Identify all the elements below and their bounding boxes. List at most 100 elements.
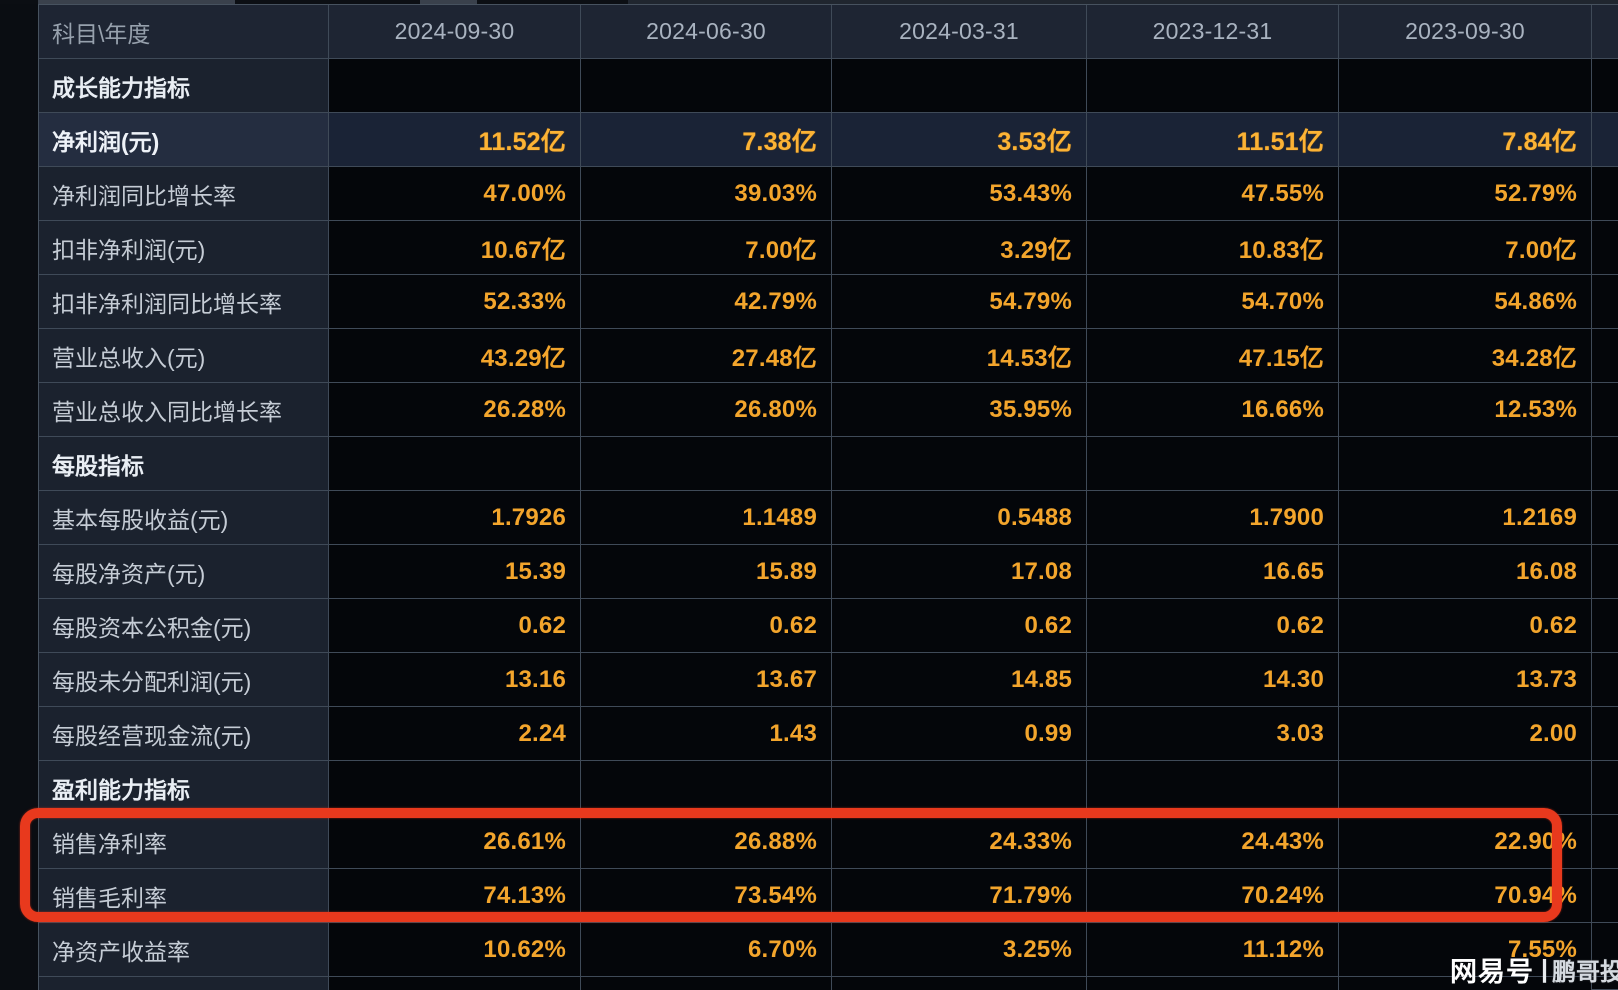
net-asset-per-share-value: 16.65	[1087, 545, 1339, 599]
table-body: 成长能力指标 净利润(元) 11.52亿 7.38亿 3.53亿 11.51亿 7.84亿净…	[39, 59, 1618, 977]
total-revenue-value: 47.15亿	[1087, 329, 1339, 383]
net-profit-value: 3.53亿	[832, 113, 1087, 167]
non-gaap-net-profit-value: 3.29亿	[832, 221, 1087, 275]
cutoff-column-cell	[1592, 221, 1618, 275]
total-revenue-yoy-label: 营业总收入同比增长率	[39, 383, 329, 437]
eps-basic-value: 0.5488	[832, 491, 1087, 545]
net-profit-value: 11.51亿	[1087, 113, 1339, 167]
cutoff-row-strip	[0, 0, 1618, 4]
table-header-row: 科目\年度 2024-09-30 2024-06-30 2024-03-31 2…	[39, 5, 1618, 59]
roe-row: 净资产收益率 10.62% 6.70% 3.25% 11.12% 7.55%	[39, 923, 1618, 977]
section-profitability-value	[1339, 761, 1592, 815]
cutoff-column-cell	[1592, 653, 1618, 707]
cutoff-column-cell	[1592, 383, 1618, 437]
net-profit-value: 7.84亿	[1339, 113, 1592, 167]
cutoff-column-cell	[1592, 275, 1618, 329]
retained-profit-per-share-label: 每股未分配利润(元)	[39, 653, 329, 707]
section-growth-value	[581, 59, 832, 113]
roe-value: 11.12%	[1087, 923, 1339, 977]
cutoff-column-cell	[1592, 113, 1618, 167]
header-date: 2024-06-30	[581, 5, 832, 59]
roe-label: 净资产收益率	[39, 923, 329, 977]
cutoff-column-cell	[1592, 59, 1618, 113]
section-growth-value	[832, 59, 1087, 113]
net-profit-yoy-value: 39.03%	[581, 167, 832, 221]
total-revenue-value: 14.53亿	[832, 329, 1087, 383]
strip-segment	[38, 0, 235, 4]
cutoff-column-cell	[1592, 545, 1618, 599]
strip-segment	[477, 0, 628, 4]
total-revenue-row: 营业总收入(元) 43.29亿 27.48亿 14.53亿 47.15亿 34.28亿	[39, 329, 1618, 383]
section-growth-row: 成长能力指标	[39, 59, 1618, 113]
cutoff-column-cell	[1592, 329, 1618, 383]
cutoff-column-cell	[1592, 599, 1618, 653]
capital-reserve-per-share-label: 每股资本公积金(元)	[39, 599, 329, 653]
section-per-share-value	[329, 437, 581, 491]
net-profit-row: 净利润(元) 11.52亿 7.38亿 3.53亿 11.51亿 7.84亿	[39, 113, 1618, 167]
net-profit-yoy-value: 47.55%	[1087, 167, 1339, 221]
cutoff-column-cell	[1592, 491, 1618, 545]
section-per-share-value	[581, 437, 832, 491]
cutoff-column-cell	[1592, 761, 1618, 815]
capital-reserve-per-share-value: 0.62	[832, 599, 1087, 653]
non-gaap-net-profit-yoy-value: 54.70%	[1087, 275, 1339, 329]
eps-basic-row: 基本每股收益(元) 1.7926 1.1489 0.5488 1.7900 1.2169	[39, 491, 1618, 545]
cutoff-column-cell	[1592, 437, 1618, 491]
financial-table: 科目\年度 2024-09-30 2024-06-30 2024-03-31 2…	[38, 4, 1618, 990]
gross-profit-margin-value: 70.94%	[1339, 869, 1592, 923]
section-per-share-label: 每股指标	[39, 437, 329, 491]
capital-reserve-per-share-value: 0.62	[1339, 599, 1592, 653]
total-revenue-yoy-row: 营业总收入同比增长率 26.28% 26.80% 35.95% 16.66% 12.53%	[39, 383, 1618, 437]
net-asset-per-share-label: 每股净资产(元)	[39, 545, 329, 599]
net-profit-value: 7.38亿	[581, 113, 832, 167]
op-cashflow-per-share-label: 每股经营现金流(元)	[39, 707, 329, 761]
watermark-separator: |	[1541, 955, 1548, 983]
net-profit-margin-value: 24.43%	[1087, 815, 1339, 869]
non-gaap-net-profit-yoy-value: 42.79%	[581, 275, 832, 329]
cutoff-column-cell	[1592, 815, 1618, 869]
net-profit-margin-label: 销售净利率	[39, 815, 329, 869]
retained-profit-per-share-value: 14.85	[832, 653, 1087, 707]
strip-segment	[420, 0, 477, 4]
non-gaap-net-profit-value: 7.00亿	[581, 221, 832, 275]
non-gaap-net-profit-yoy-value: 54.86%	[1339, 275, 1592, 329]
cutoff-column-cell	[1592, 167, 1618, 221]
op-cashflow-per-share-value: 2.24	[329, 707, 581, 761]
net-profit-yoy-value: 53.43%	[832, 167, 1087, 221]
non-gaap-net-profit-yoy-row: 扣非净利润同比增长率 52.33% 42.79% 54.79% 54.70% 54.86%	[39, 275, 1618, 329]
capital-reserve-per-share-value: 0.62	[1087, 599, 1339, 653]
non-gaap-net-profit-yoy-value: 54.79%	[832, 275, 1087, 329]
section-per-share-value	[1087, 437, 1339, 491]
section-growth-label: 成长能力指标	[39, 59, 329, 113]
roe-value: 3.25%	[832, 923, 1087, 977]
capital-reserve-per-share-value: 0.62	[329, 599, 581, 653]
section-profitability-row: 盈利能力指标	[39, 761, 1618, 815]
net-profit-margin-row: 销售净利率 26.61% 26.88% 24.33% 24.43% 22.90%	[39, 815, 1618, 869]
net-profit-yoy-value: 47.00%	[329, 167, 581, 221]
total-revenue-value: 43.29亿	[329, 329, 581, 383]
section-per-share-value	[1339, 437, 1592, 491]
eps-basic-value: 1.7926	[329, 491, 581, 545]
total-revenue-label: 营业总收入(元)	[39, 329, 329, 383]
section-profitability-label: 盈利能力指标	[39, 761, 329, 815]
total-revenue-yoy-value: 16.66%	[1087, 383, 1339, 437]
capital-reserve-per-share-row: 每股资本公积金(元) 0.62 0.62 0.62 0.62 0.62	[39, 599, 1618, 653]
total-revenue-yoy-value: 35.95%	[832, 383, 1087, 437]
net-asset-per-share-value: 16.08	[1339, 545, 1592, 599]
net-asset-per-share-value: 15.39	[329, 545, 581, 599]
eps-basic-value: 1.2169	[1339, 491, 1592, 545]
non-gaap-net-profit-value: 10.67亿	[329, 221, 581, 275]
section-growth-value	[329, 59, 581, 113]
gross-profit-margin-value: 74.13%	[329, 869, 581, 923]
section-profitability-value	[832, 761, 1087, 815]
watermark-author: 鹏哥投研	[1552, 959, 1618, 986]
net-profit-value: 11.52亿	[329, 113, 581, 167]
header-date: 2024-03-31	[832, 5, 1087, 59]
cutoff-column-cell	[1592, 923, 1618, 977]
section-per-share-value	[832, 437, 1087, 491]
total-revenue-value: 27.48亿	[581, 329, 832, 383]
cutoff-column-cell	[1592, 707, 1618, 761]
eps-basic-value: 1.1489	[581, 491, 832, 545]
eps-basic-label: 基本每股收益(元)	[39, 491, 329, 545]
cutoff-column-cell	[1592, 869, 1618, 923]
